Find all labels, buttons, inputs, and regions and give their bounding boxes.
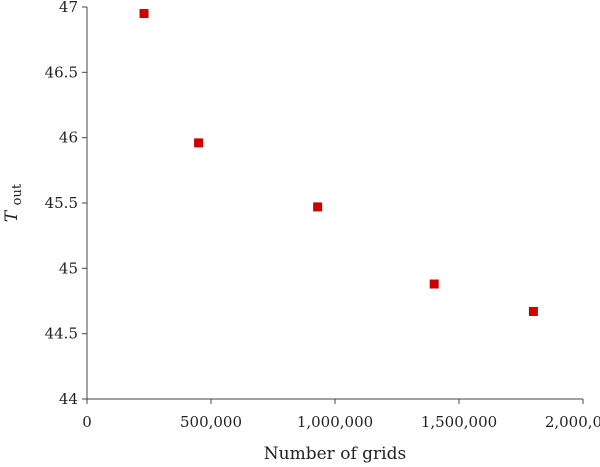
y-tick-label: 45: [59, 259, 78, 277]
x-tick-label: 0: [82, 413, 92, 431]
data-point: [528, 306, 538, 316]
x-axis-title: Number of grids: [264, 444, 406, 464]
x-tick-label: 1,000,000: [297, 413, 373, 431]
y-tick-label: 46: [59, 129, 78, 147]
x-tick-label: 2,000,000: [545, 413, 600, 431]
data-point: [313, 202, 323, 212]
y-tick-label: 44.5: [45, 325, 78, 343]
data-point: [194, 138, 204, 148]
axes: [86, 7, 583, 400]
y-tick-label: 45.5: [45, 194, 78, 212]
y-tick-label: 47: [59, 0, 78, 16]
x-tick-label: 1,500,000: [421, 413, 497, 431]
y-tick-label: 46.5: [45, 63, 78, 81]
y-tick-label: 44: [59, 390, 78, 408]
data-point: [139, 9, 149, 19]
y-axis-title: T out: [2, 183, 25, 222]
y-axis-title-main: T: [2, 209, 22, 222]
data-point: [429, 279, 439, 289]
data-points: [139, 9, 538, 316]
x-tick-label: 500,000: [180, 413, 242, 431]
ticks: 0 500,000 1,000,000 1,500,000 2,000,000 44 44.…: [45, 0, 600, 431]
y-axis-title-subscript: out: [10, 183, 25, 205]
